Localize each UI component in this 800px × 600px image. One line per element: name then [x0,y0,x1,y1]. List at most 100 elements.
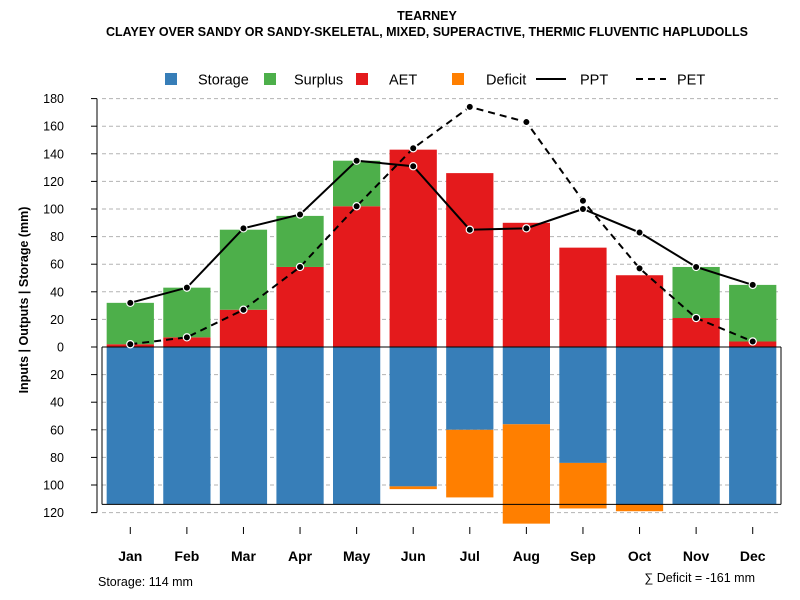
pet-point [635,264,644,273]
y-tick-label: 20 [50,313,64,327]
y-tick-label: 140 [43,147,64,161]
pet-point [748,337,757,346]
ppt-point [748,280,757,290]
ppt-point [126,298,135,308]
y-axis-label: Inputs | Outputs | Storage (mm) [17,207,31,394]
pet-point [578,196,588,205]
pet-point [295,262,305,272]
legend-label-ppt: PPT [580,73,608,89]
lines [126,102,757,349]
legend-label-storage: Storage [198,73,249,89]
x-tick-label: Dec [740,548,766,564]
bars [101,149,782,524]
ppt-point [182,283,192,292]
legend-label-surplus: Surplus [294,73,343,89]
x-tick-label: Mar [231,548,256,564]
surplus-bar [333,160,381,207]
deficit-bar [559,462,607,509]
storage-bar [219,347,268,505]
y-tick-label: 80 [50,451,64,465]
surplus-bar [672,266,720,319]
storage-bar [389,347,437,487]
ppt-point [691,262,701,272]
x-tick-label: Jul [460,548,480,564]
legend-swatch-storage [165,73,177,85]
legend-label-aet: AET [389,73,417,89]
pet-point [352,202,361,211]
ppt-point [409,162,418,171]
surplus-bar [106,302,154,345]
y-tick-label: 0 [57,341,64,355]
ppt-point [578,204,588,214]
chart-title: TEARNEY [397,9,457,23]
storage-bar [106,347,154,505]
aet-bar [559,247,607,347]
x-tick-label: Jan [118,548,142,564]
storage-bar [672,347,720,505]
storage-bar [559,347,607,463]
aet-bar [502,222,550,347]
legend-label-deficit: Deficit [486,73,526,89]
pet-point [239,305,248,314]
x-tick-label: May [343,548,370,564]
storage-bar [446,347,494,430]
y-tick-label: 20 [50,368,64,382]
surplus-bar [219,229,268,310]
aet-bar [389,149,437,347]
x-axis: Jan Feb Mar Apr May Jun Jul Aug Sep Oct Nov Dec [118,527,766,564]
ppt-point [522,224,531,233]
legend-swatch-surplus [264,73,276,85]
y-tick-label: 100 [43,203,64,217]
y-tick-label: 60 [50,423,64,437]
pet-line [130,105,754,346]
aet-bar [276,266,324,347]
ppt-point [352,156,361,165]
ppt-point [465,225,474,234]
storage-bar [615,347,664,505]
legend: Storage Surplus AET Deficit PPT PET [165,73,705,89]
deficit-footnote: ∑ Deficit = -161 mm [644,571,755,585]
y-tick-label: 40 [50,396,64,410]
y-tick-label: 60 [50,258,64,272]
deficit-bar [389,486,437,490]
y-tick-label: 40 [50,285,64,299]
x-tick-label: Aug [513,548,540,564]
ppt-point [635,228,644,237]
y-axis: 180 160 140 120 100 80 60 40 20 0 20 40 60 80 100 120 [43,92,98,520]
storage-footnote: Storage: 114 mm [98,575,193,589]
legend-swatch-aet [356,73,368,85]
surplus-bar [729,284,777,342]
deficit-bar [446,429,494,498]
pet-point [409,144,418,153]
x-tick-label: Apr [288,548,313,564]
legend-label-pet: PET [677,73,705,89]
legend-swatch-deficit [452,73,464,85]
gridlines [102,98,781,514]
x-tick-label: Oct [628,548,652,564]
storage-bar [729,347,777,505]
aet-bar [672,318,720,347]
x-tick-label: Nov [683,548,710,564]
y-tick-label: 180 [43,92,64,106]
deficit-bar [615,504,664,512]
storage-bar [163,347,211,505]
y-tick-label: 160 [43,120,64,134]
y-tick-label: 120 [43,175,64,189]
surplus-bar [276,215,324,267]
x-tick-label: Feb [174,548,199,564]
storage-bar [276,347,324,505]
y-tick-label: 120 [43,506,64,520]
ppt-line [130,159,754,304]
y-tick-label: 100 [43,479,64,493]
aet-bar [446,173,494,347]
deficit-bar [502,424,550,524]
pet-point [182,333,192,342]
aet-bar [333,206,381,347]
storage-bar [502,347,550,425]
ppt-point [239,224,248,233]
storage-bar [333,347,381,505]
pet-point [691,313,701,323]
chart-subtitle: CLAYEY OVER SANDY OR SANDY-SKELETAL, MIX… [106,25,748,39]
x-tick-label: Jun [401,548,426,564]
